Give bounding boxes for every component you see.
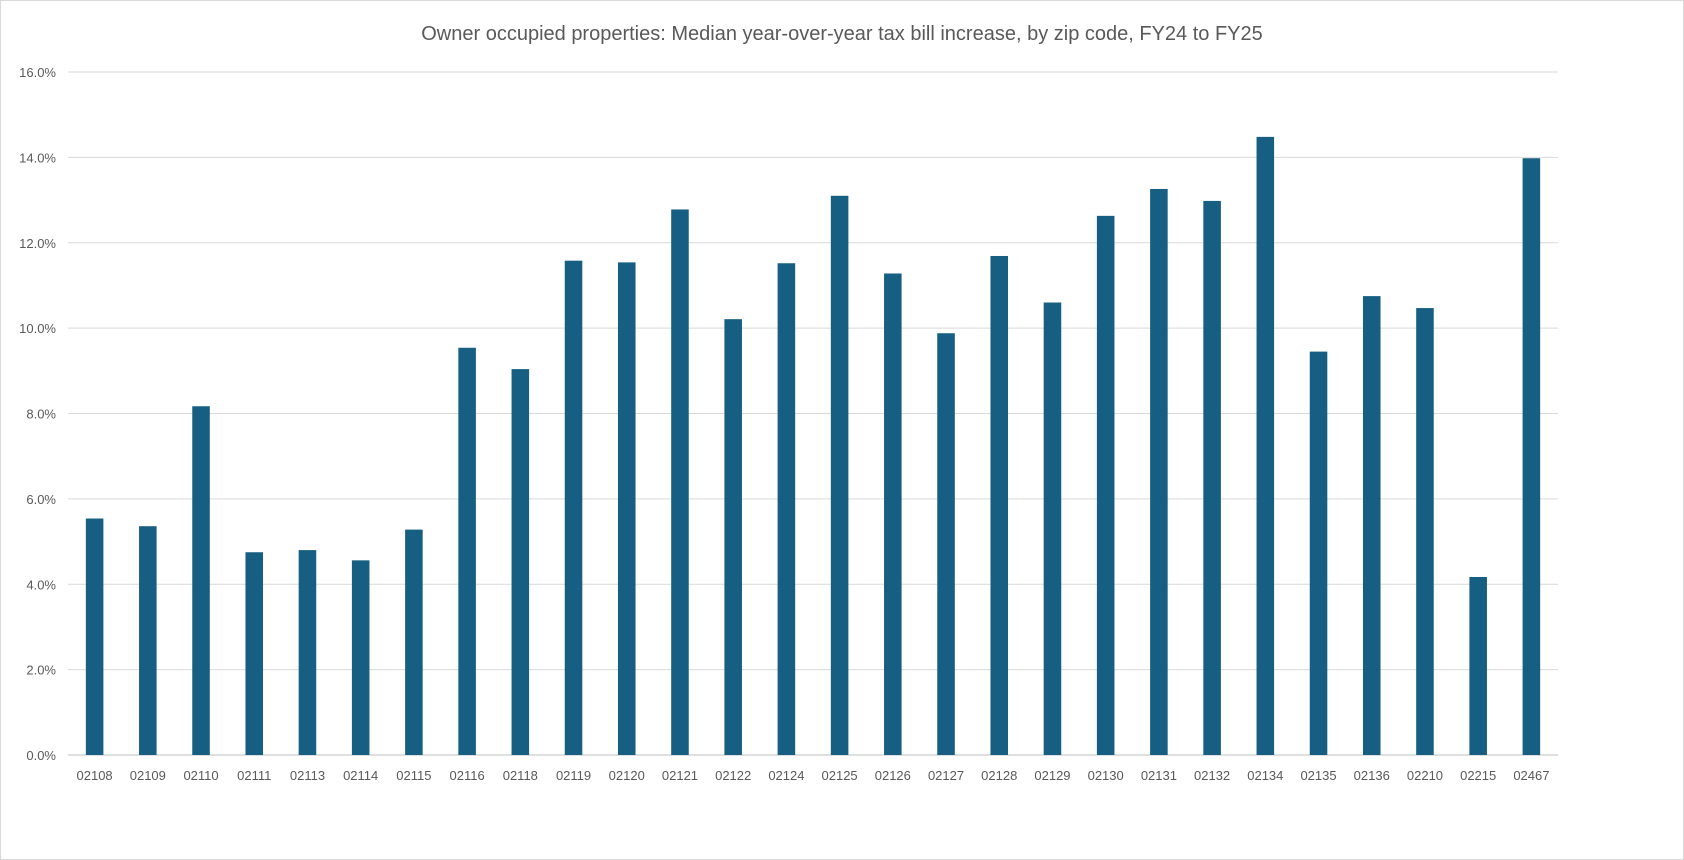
bar-02122: [724, 319, 742, 755]
x-tick-label: 02136: [1354, 768, 1390, 783]
bar-02124: [777, 263, 796, 755]
bar-02136: [1362, 296, 1381, 755]
bar-02134: [1256, 136, 1275, 755]
y-tick-label: 14.0%: [19, 150, 56, 165]
x-tick-label: 02115: [396, 768, 431, 783]
y-tick-label: 6.0%: [26, 492, 56, 507]
bar-02132: [1203, 200, 1221, 755]
x-tick-label: 02114: [343, 768, 378, 783]
x-tick-label: 02109: [130, 768, 166, 783]
x-tick-label: 02116: [450, 768, 485, 783]
bar-02121: [671, 209, 689, 756]
bar-02126: [884, 273, 902, 755]
y-tick-label: 12.0%: [19, 236, 56, 251]
y-tick-label: 0.0%: [26, 748, 56, 763]
bar-02127: [937, 333, 955, 755]
bar-02467: [1522, 158, 1541, 755]
bar-02118: [511, 369, 530, 755]
x-tick-label: 02122: [715, 768, 751, 783]
bar-02120: [617, 262, 636, 755]
bar-02114: [351, 560, 370, 755]
bar-02131: [1150, 188, 1168, 755]
bar-02111: [245, 552, 264, 755]
x-tick-label: 02108: [77, 768, 113, 783]
bar-02129: [1043, 302, 1062, 755]
bar-02119: [564, 260, 583, 755]
x-tick-label: 02110: [183, 768, 218, 783]
y-tick-label: 4.0%: [26, 577, 56, 592]
x-tick-label: 02129: [1034, 768, 1070, 783]
x-tick-label: 02113: [290, 768, 325, 783]
bar-02125: [830, 195, 849, 755]
x-tick-label: 02125: [822, 768, 858, 783]
x-tick-label: 02134: [1247, 768, 1283, 783]
x-tick-label: 02132: [1194, 768, 1230, 783]
bar-02215: [1469, 576, 1487, 755]
bar-02113: [298, 550, 317, 755]
x-tick-label: 02124: [768, 768, 804, 783]
x-tick-label: 02131: [1141, 768, 1177, 783]
x-tick-label: 02126: [875, 768, 911, 783]
x-tick-label: 02120: [609, 768, 645, 783]
bar-02116: [458, 347, 476, 755]
bar-02130: [1096, 215, 1115, 755]
x-tick-label: 02130: [1088, 768, 1124, 783]
bar-02110: [192, 406, 210, 755]
bar-02135: [1309, 351, 1328, 755]
x-tick-label: 02210: [1407, 768, 1443, 783]
bar-02210: [1416, 308, 1434, 755]
chart-title: Owner occupied properties: Median year-o…: [421, 23, 1263, 45]
bar-02109: [139, 526, 157, 755]
bar-02128: [990, 255, 1009, 755]
bar-02115: [405, 529, 423, 755]
x-tick-label: 02127: [928, 768, 964, 783]
y-tick-label: 10.0%: [19, 321, 56, 336]
x-tick-label: 02135: [1300, 768, 1336, 783]
y-tick-label: 16.0%: [19, 65, 56, 80]
y-tick-label: 8.0%: [26, 407, 56, 422]
x-tick-label: 02119: [556, 768, 591, 783]
x-tick-label: 02467: [1513, 768, 1549, 783]
x-tick-label: 02215: [1460, 768, 1496, 783]
x-tick-label: 02111: [237, 768, 271, 783]
x-tick-label: 02118: [503, 768, 538, 783]
y-tick-label: 2.0%: [26, 663, 56, 678]
x-tick-label: 02128: [981, 768, 1017, 783]
x-tick-label: 02121: [662, 768, 698, 783]
bar-02108: [85, 518, 104, 755]
